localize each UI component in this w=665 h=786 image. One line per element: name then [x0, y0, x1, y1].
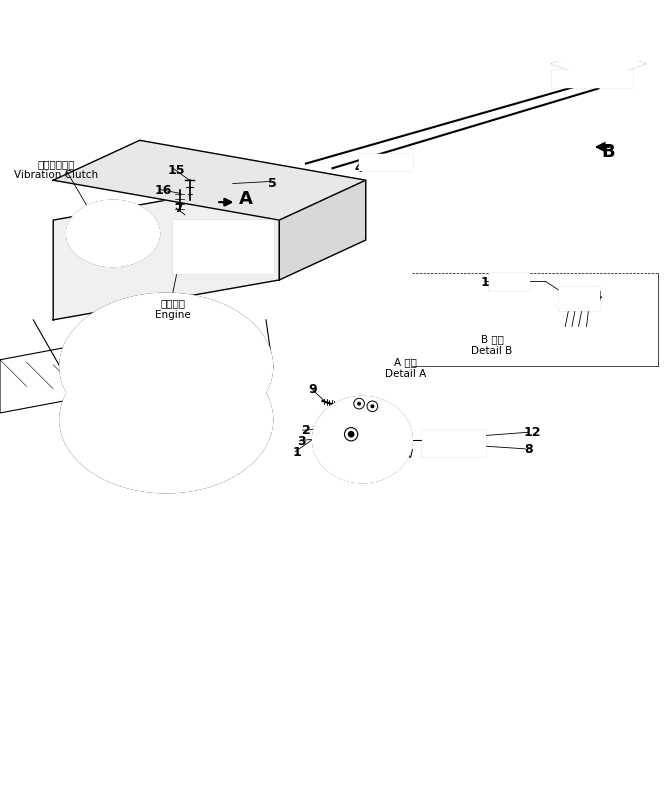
Polygon shape: [552, 57, 645, 71]
Text: 9: 9: [309, 383, 317, 395]
Text: 11: 11: [347, 398, 364, 411]
Text: 13: 13: [480, 276, 497, 289]
Text: 起振クラッチ
Vibration Clutch: 起振クラッチ Vibration Clutch: [15, 159, 98, 180]
Text: 12: 12: [523, 426, 541, 439]
Text: A: A: [239, 190, 253, 208]
Circle shape: [354, 399, 364, 409]
Circle shape: [370, 404, 374, 408]
Circle shape: [367, 401, 378, 412]
Polygon shape: [359, 153, 412, 171]
Text: B: B: [602, 143, 615, 161]
Text: 7: 7: [174, 202, 183, 215]
Text: 15: 15: [168, 163, 185, 177]
Polygon shape: [60, 293, 273, 439]
Circle shape: [348, 431, 354, 438]
Polygon shape: [489, 274, 529, 290]
Text: 2: 2: [301, 424, 311, 437]
Polygon shape: [279, 180, 366, 280]
Polygon shape: [422, 430, 485, 456]
Circle shape: [357, 402, 361, 406]
Polygon shape: [173, 220, 273, 274]
Text: 14: 14: [585, 290, 602, 303]
Polygon shape: [0, 320, 213, 413]
Text: 6: 6: [391, 456, 399, 468]
Text: 10: 10: [367, 401, 384, 414]
Polygon shape: [66, 200, 160, 266]
Text: B 詳細
Detail B: B 詳細 Detail B: [471, 334, 513, 356]
Text: 8: 8: [525, 443, 533, 456]
Circle shape: [178, 208, 192, 222]
Circle shape: [182, 211, 188, 218]
Polygon shape: [53, 180, 279, 320]
Polygon shape: [53, 140, 366, 220]
Text: 16: 16: [154, 184, 172, 196]
Polygon shape: [60, 347, 273, 493]
Circle shape: [344, 428, 358, 441]
Text: 4: 4: [354, 162, 364, 174]
Polygon shape: [552, 71, 632, 87]
Text: エンジン
Engine: エンジン Engine: [155, 299, 191, 320]
Polygon shape: [559, 287, 598, 310]
Text: 1: 1: [293, 446, 302, 459]
Text: A 詳細
Detail A: A 詳細 Detail A: [385, 357, 426, 379]
Text: 5: 5: [268, 177, 277, 190]
Text: 3: 3: [297, 435, 305, 448]
Polygon shape: [313, 396, 412, 483]
